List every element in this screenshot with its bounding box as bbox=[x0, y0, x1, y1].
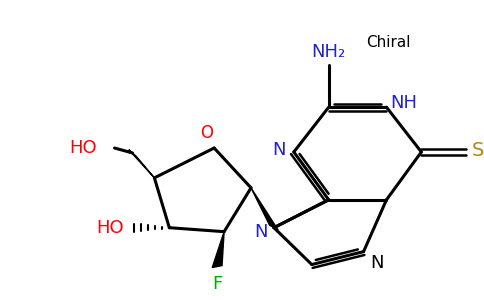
Text: N: N bbox=[272, 141, 286, 159]
Text: S: S bbox=[472, 140, 484, 160]
Text: HO: HO bbox=[69, 139, 96, 157]
Text: NH: NH bbox=[390, 94, 417, 112]
Text: O: O bbox=[200, 124, 212, 142]
Text: F: F bbox=[212, 275, 222, 293]
Text: NH₂: NH₂ bbox=[312, 44, 346, 62]
Polygon shape bbox=[129, 150, 154, 178]
Text: N: N bbox=[254, 223, 268, 241]
Text: HO: HO bbox=[96, 219, 123, 237]
Polygon shape bbox=[212, 232, 224, 268]
Text: Chiral: Chiral bbox=[366, 35, 411, 50]
Polygon shape bbox=[251, 188, 278, 230]
Text: N: N bbox=[370, 254, 383, 272]
